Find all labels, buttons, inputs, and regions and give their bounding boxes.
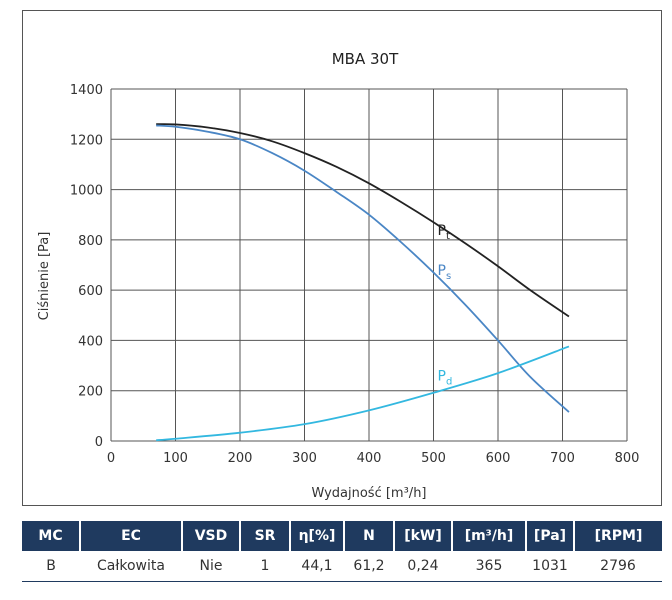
y-tick-label: 200 [78, 385, 103, 400]
header-mc: MC [22, 521, 81, 551]
y-tick-label: 800 [78, 234, 103, 249]
series-label-sub: d [446, 377, 452, 388]
grid [110, 88, 628, 442]
cell-flow: 365 [452, 551, 526, 582]
series-label-main: P [438, 223, 446, 239]
x-tick-label: 500 [421, 451, 446, 466]
cell-power: 0,24 [394, 551, 452, 582]
cell-pressure: 1031 [526, 551, 574, 582]
chart-title: MBA 30T [332, 50, 399, 68]
series-label-sub: s [446, 271, 451, 282]
table-header-row: MC EC VSD SR η[%] N [kW] [m³/h] [Pa] [RP… [22, 521, 662, 551]
y-tick-label: 400 [78, 334, 103, 349]
header-pressure: [Pa] [526, 521, 575, 551]
tick-labels: 0 100 200 300 400 500 600 700 800 0 200 400 600 800 10… [70, 83, 640, 466]
cell-rpm: 2796 [574, 551, 662, 582]
table-row: B Całkowita Nie 1 44,1 61,2 0,24 365 103… [22, 551, 662, 582]
x-tick-label: 600 [486, 451, 511, 466]
chart-frame: MBA 30T 0 100 200 300 400 500 600 700 800 0 200 400… [22, 10, 662, 506]
series-line-pt [156, 123, 570, 318]
series-label-ps: Ps [438, 263, 452, 282]
header-vsd: VSD [182, 521, 241, 551]
x-tick-label: 0 [107, 451, 115, 466]
header-rpm: [RPM] [574, 521, 662, 551]
y-tick-label: 1400 [70, 83, 103, 98]
cell-efficiency: 44,1 [290, 551, 344, 582]
series-label-main: P [438, 263, 446, 279]
x-axis-title: Wydajność [m³/h] [311, 486, 426, 501]
series-label-pd: Pd [438, 369, 453, 388]
header-n: N [344, 521, 395, 551]
cell-vsd: Nie [182, 551, 240, 582]
y-tick-label: 600 [78, 284, 103, 299]
y-tick-label: 0 [95, 435, 103, 450]
series-label-main: P [438, 369, 446, 385]
y-tick-label: 1000 [70, 184, 103, 199]
header-ec: EC [80, 521, 183, 551]
header-efficiency: η[%] [290, 521, 345, 551]
cell-sr: 1 [240, 551, 290, 582]
y-axis-title: Ciśnienie [Pa] [37, 232, 52, 321]
series-label-pt: Pt [438, 223, 450, 242]
x-tick-label: 700 [550, 451, 575, 466]
header-flow: [m³/h] [452, 521, 527, 551]
x-tick-label: 800 [615, 451, 640, 466]
header-power: [kW] [394, 521, 453, 551]
cell-ec: Całkowita [80, 551, 182, 582]
header-sr: SR [240, 521, 291, 551]
spec-table: MC EC VSD SR η[%] N [kW] [m³/h] [Pa] [RP… [22, 521, 662, 582]
series-line-pd [156, 345, 570, 442]
x-tick-label: 300 [292, 451, 317, 466]
cell-mc: B [22, 551, 80, 582]
series-lines [156, 123, 570, 442]
y-tick-label: 1200 [70, 133, 103, 148]
series-line-ps [156, 124, 570, 413]
series-label-sub: t [446, 231, 450, 242]
cell-n: 61,2 [344, 551, 394, 582]
x-tick-label: 100 [163, 451, 188, 466]
x-tick-label: 200 [228, 451, 253, 466]
x-tick-label: 400 [357, 451, 382, 466]
pressure-chart: MBA 30T 0 100 200 300 400 500 600 700 800 0 200 400… [37, 50, 640, 501]
